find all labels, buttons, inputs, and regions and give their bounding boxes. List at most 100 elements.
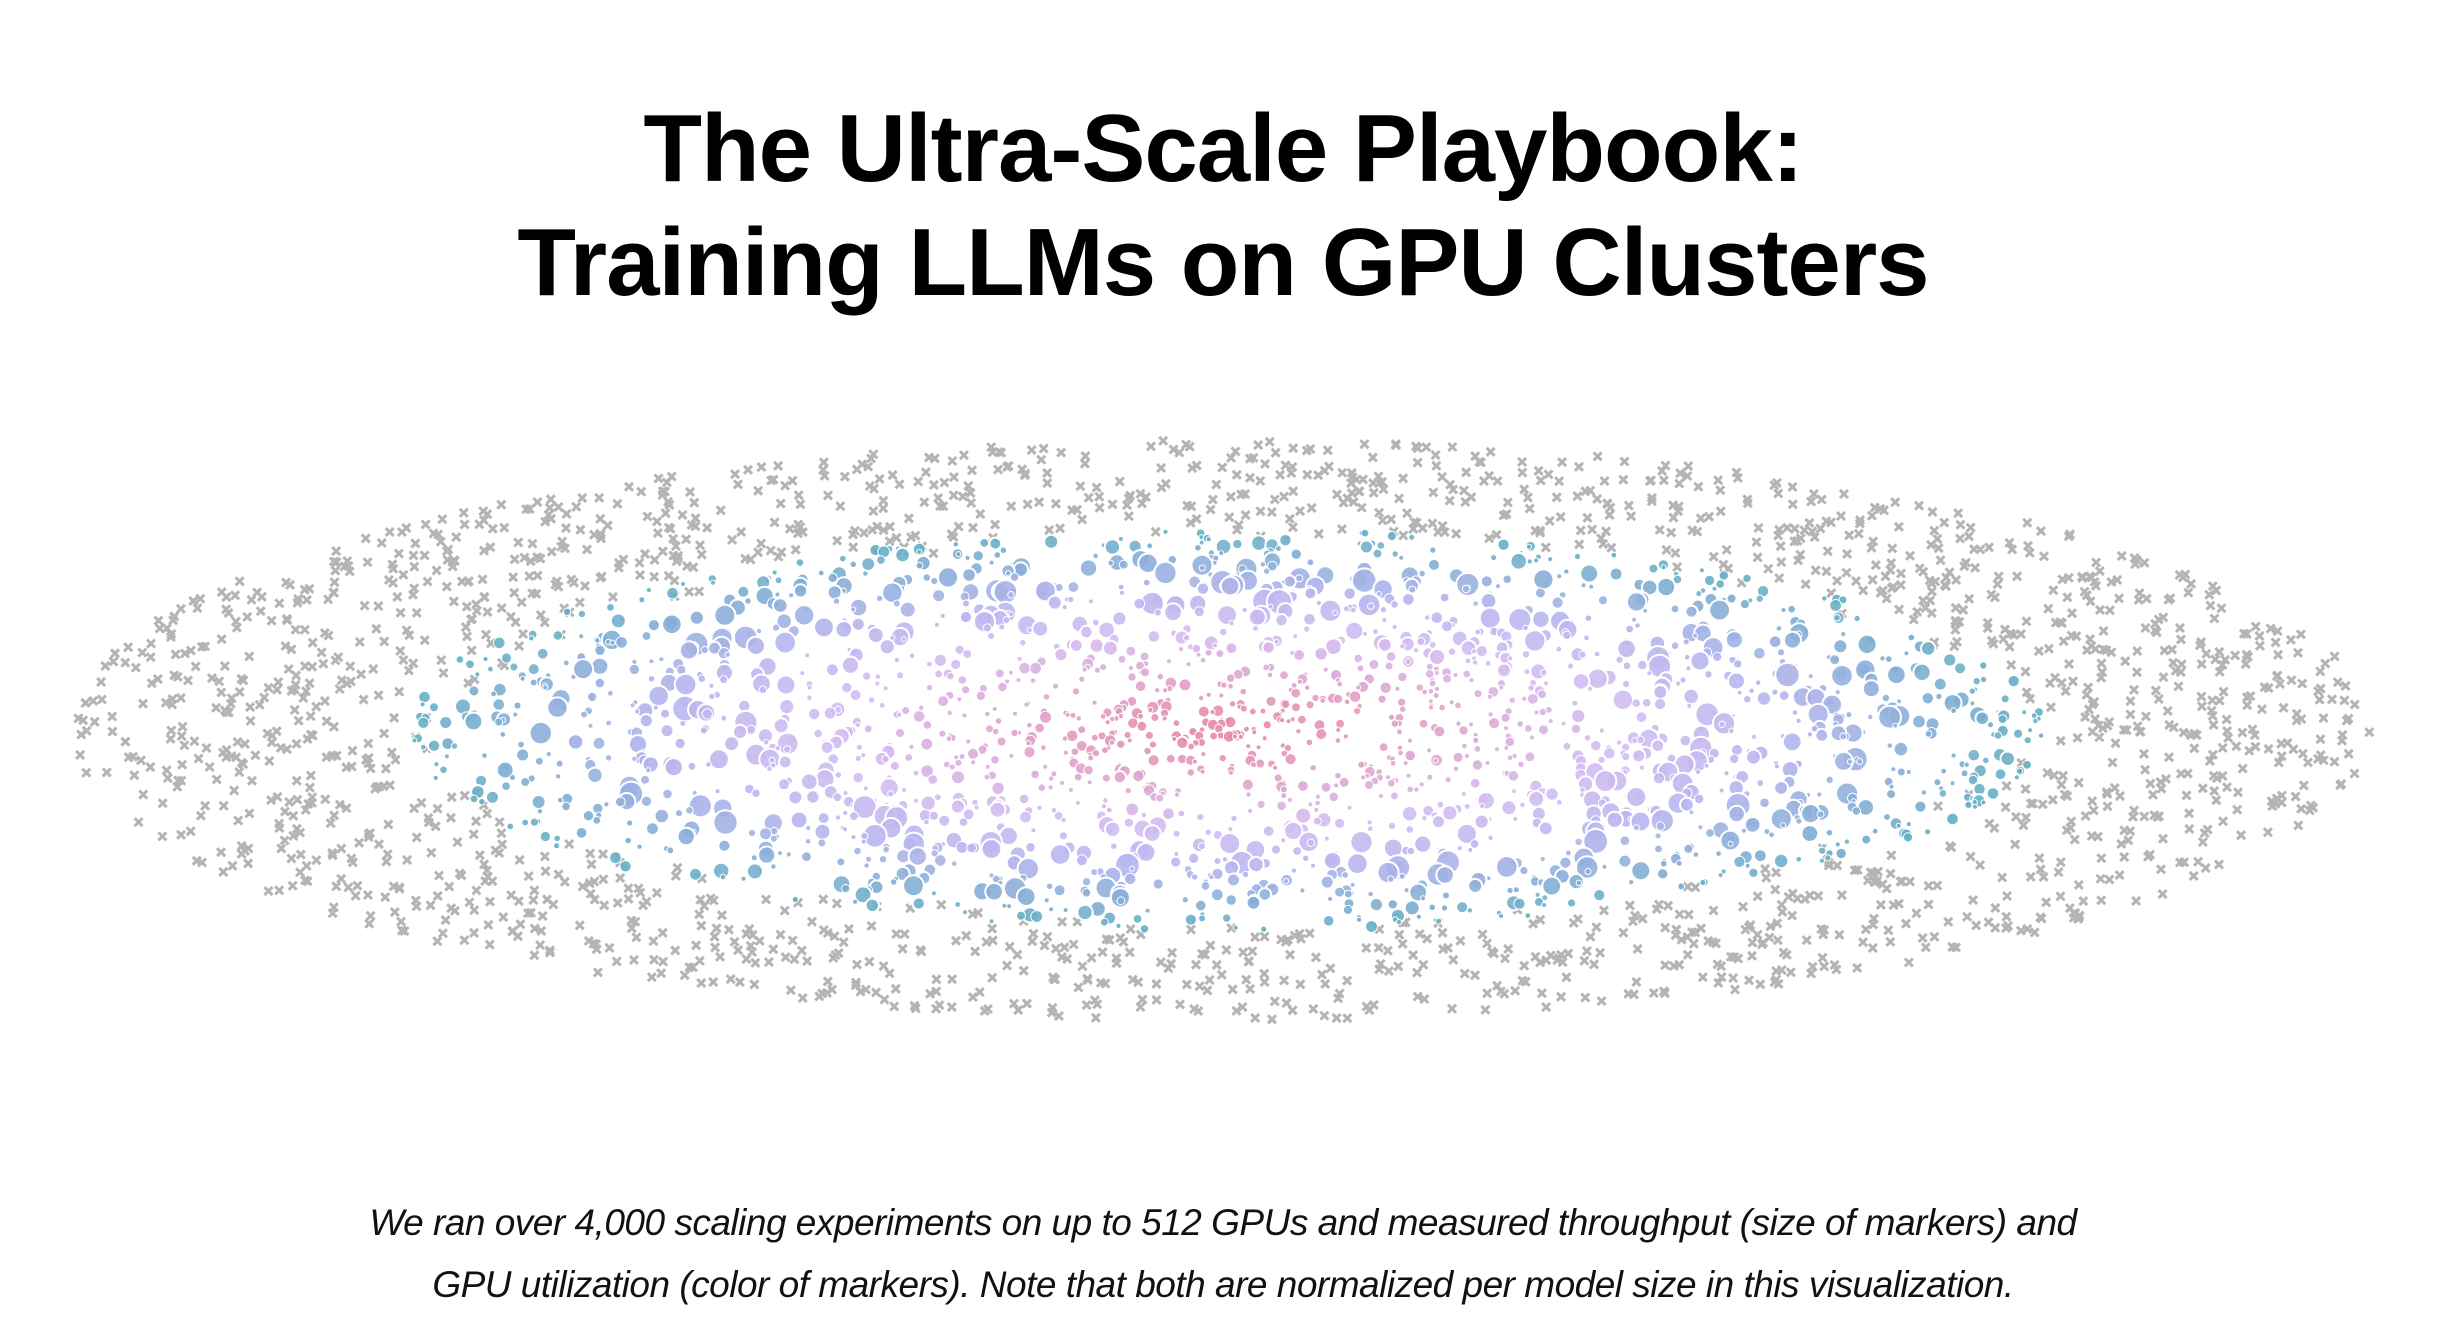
x-marker <box>2204 589 2215 600</box>
experiment-marker <box>1132 914 1143 924</box>
x-marker <box>2184 808 2195 819</box>
experiment-marker <box>1205 691 1212 698</box>
experiment-marker <box>1069 711 1077 719</box>
experiment-marker <box>1418 781 1425 788</box>
x-marker <box>1753 522 1764 533</box>
experiment-marker <box>1006 903 1013 910</box>
experiment-marker <box>792 583 809 599</box>
x-marker <box>456 576 468 587</box>
x-marker <box>146 638 157 649</box>
x-marker <box>2240 658 2251 670</box>
x-marker <box>425 900 436 911</box>
x-marker <box>88 695 99 706</box>
experiment-marker <box>806 694 813 702</box>
experiment-marker <box>882 685 889 692</box>
experiment-marker <box>1686 702 1693 709</box>
x-marker <box>787 935 798 946</box>
experiment-marker <box>961 712 968 719</box>
experiment-marker <box>2023 736 2032 745</box>
experiment-marker <box>1683 843 1694 854</box>
x-marker <box>383 819 394 830</box>
experiment-marker <box>1175 735 1190 750</box>
experiment-marker <box>766 765 773 772</box>
experiment-marker <box>1768 831 1775 839</box>
x-marker <box>411 901 422 912</box>
x-marker <box>432 890 443 902</box>
x-marker <box>384 527 395 538</box>
experiment-marker <box>1323 835 1330 842</box>
experiment-marker <box>1376 590 1382 597</box>
experiment-marker <box>1025 842 1036 853</box>
x-marker <box>1858 585 1869 596</box>
x-marker <box>564 839 575 850</box>
x-marker <box>1875 899 1886 910</box>
experiment-marker <box>984 763 991 770</box>
experiment-marker <box>994 668 1005 679</box>
x-marker <box>839 471 850 482</box>
x-marker <box>1185 517 1196 528</box>
x-marker <box>1156 462 1167 474</box>
x-marker <box>354 636 365 648</box>
experiment-marker <box>1685 665 1692 672</box>
x-marker <box>1742 494 1753 505</box>
x-marker <box>2237 763 2248 774</box>
experiment-marker <box>482 655 489 663</box>
experiment-marker <box>860 752 867 759</box>
experiment-marker <box>687 761 697 771</box>
experiment-marker <box>1302 612 1317 627</box>
x-marker <box>2086 830 2097 841</box>
experiment-marker <box>1885 655 1893 663</box>
x-marker <box>1075 481 1086 492</box>
x-marker <box>1713 475 1724 486</box>
x-marker <box>1772 918 1783 929</box>
experiment-marker <box>1261 640 1276 655</box>
experiment-marker <box>1343 698 1351 706</box>
x-marker <box>130 662 141 673</box>
experiment-marker <box>1307 801 1314 808</box>
experiment-marker <box>485 789 500 805</box>
experiment-marker <box>922 573 931 582</box>
x-marker <box>1334 988 1345 999</box>
experiment-marker <box>1043 533 1060 550</box>
x-marker <box>515 919 526 930</box>
x-marker <box>1136 498 1148 509</box>
experiment-marker <box>1118 589 1126 596</box>
experiment-marker <box>1523 629 1547 653</box>
x-marker <box>2139 557 2150 568</box>
x-marker <box>280 641 291 652</box>
x-marker <box>1774 524 1785 535</box>
experiment-marker <box>1019 810 1032 824</box>
x-marker <box>1695 513 1706 524</box>
x-marker <box>2081 689 2092 700</box>
x-marker <box>318 658 329 669</box>
x-marker <box>1541 1001 1552 1013</box>
x-marker <box>458 507 469 518</box>
x-marker <box>1853 528 1864 539</box>
experiment-marker <box>1225 642 1238 655</box>
experiment-marker <box>1920 640 1937 657</box>
x-marker <box>953 521 964 532</box>
experiment-marker <box>817 838 827 848</box>
experiment-marker <box>1007 669 1014 676</box>
x-marker <box>1671 924 1682 935</box>
experiment-marker <box>1616 638 1637 660</box>
x-marker <box>177 721 188 732</box>
experiment-marker <box>991 727 1000 736</box>
experiment-marker <box>1968 687 1977 695</box>
x-marker <box>903 513 914 524</box>
experiment-marker <box>1010 728 1019 737</box>
x-marker <box>513 895 524 907</box>
experiment-marker <box>853 885 873 905</box>
x-marker <box>1563 948 1574 959</box>
x-marker <box>1865 867 1876 878</box>
x-marker <box>1123 511 1134 522</box>
experiment-marker <box>506 822 515 831</box>
x-marker <box>1819 961 1830 972</box>
experiment-marker <box>1781 731 1803 753</box>
experiment-marker <box>1487 834 1494 841</box>
x-marker <box>1503 943 1514 955</box>
x-marker <box>768 944 779 955</box>
x-marker <box>408 658 419 669</box>
x-marker <box>1923 880 1934 891</box>
experiment-marker <box>1479 592 1498 610</box>
